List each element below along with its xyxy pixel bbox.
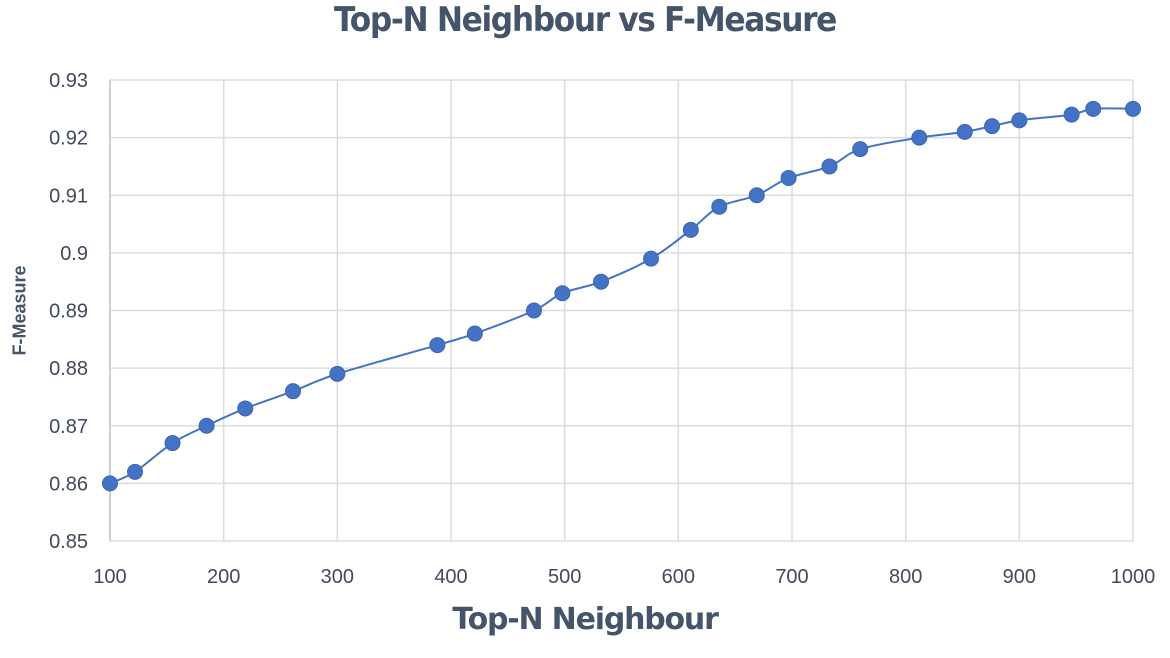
x-tick-label: 1000 [1111,566,1156,588]
x-axis-label: Top-N Neighbour [452,602,719,637]
y-tick-label: 0.86 [49,473,88,495]
data-point-marker [329,365,346,382]
data-point-marker [593,273,610,290]
data-point-marker [984,118,1001,135]
y-tick-label: 0.89 [49,301,88,323]
data-point-marker [127,463,144,480]
y-tick-label: 0.87 [49,416,88,438]
x-tick-label: 500 [548,566,581,588]
data-point-marker [164,435,181,452]
data-point-marker [1063,106,1080,123]
x-tick-label: 300 [321,566,354,588]
y-tick-label: 0.91 [49,185,88,207]
data-point-marker [285,383,302,400]
y-tick-label: 0.85 [49,531,88,553]
data-point-marker [1011,112,1028,129]
data-point-marker [682,221,699,238]
series-line [109,107,1134,485]
x-tick-label: 900 [1003,566,1036,588]
data-point-marker [852,141,869,158]
data-point-marker [1125,100,1141,117]
data-point-marker [911,129,928,146]
y-tick-label: 0.93 [49,70,88,92]
data-point-marker [711,198,728,215]
x-tick-label: 400 [434,566,467,588]
data-point-marker [643,250,660,267]
data-point-marker [748,187,765,204]
data-point-marker [102,475,118,492]
x-tick-label: 600 [662,566,695,588]
y-tick-label: 0.88 [49,358,88,380]
data-point-marker [525,302,542,319]
x-tick-label: 800 [889,566,922,588]
data-point-marker [237,400,254,417]
data-point-marker [1085,100,1102,117]
data-point-marker [821,158,838,175]
x-tick-label: 200 [207,566,240,588]
data-point-marker [198,417,215,434]
data-point-marker [429,337,446,354]
data-point-marker [554,285,571,302]
y-tick-label: 0.92 [49,128,88,150]
data-point-marker [956,123,973,140]
x-tick-label: 100 [93,566,126,588]
chart-title: Top-N Neighbour vs F-Measure [333,0,837,40]
data-point-marker [780,169,797,186]
x-tick-label: 700 [775,566,808,588]
y-tick-label: 0.9 [60,243,88,265]
data-point-marker [466,325,483,342]
